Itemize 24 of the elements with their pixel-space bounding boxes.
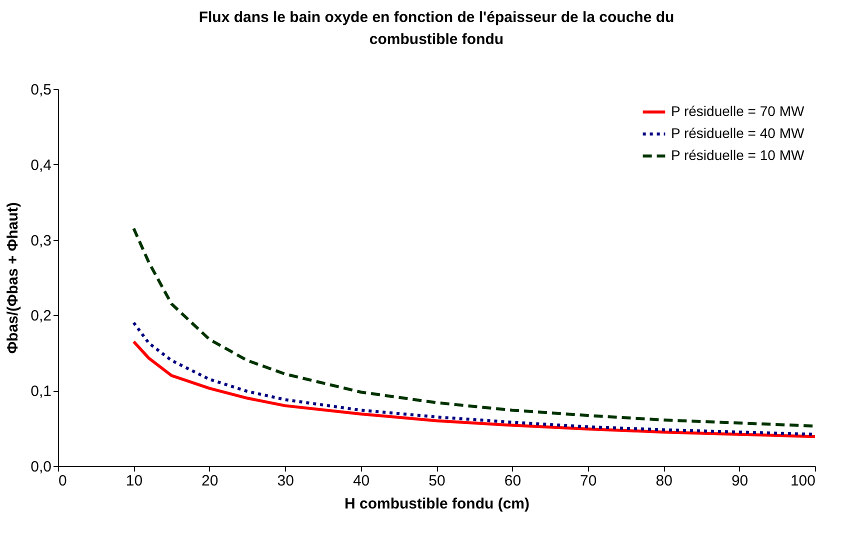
chart-title: Flux dans le bain oxyde en fonction de l'épaisseur de la couche du combustible fondu <box>198 9 674 48</box>
legend-label: P résiduelle = 70 MW <box>671 103 805 119</box>
x-axis-title: H combustible fondu (cm) <box>344 496 530 512</box>
y-tick-label: 0,1 <box>30 383 52 400</box>
y-tick-label: 0,5 <box>30 82 52 98</box>
x-tick-label: 60 <box>504 472 522 490</box>
x-tick-label: 0 <box>58 472 67 490</box>
y-tick-label: 0,4 <box>30 156 52 174</box>
y-tick-label: 0,2 <box>30 308 52 325</box>
y-tick-label: 0,0 <box>30 458 52 476</box>
x-tick-label: 100 <box>790 472 816 490</box>
line-series <box>132 340 816 438</box>
legend-label: P résiduelle = 10 MW <box>671 147 805 163</box>
legend-label: P résiduelle = 40 MW <box>671 125 805 141</box>
x-tick-label: 30 <box>277 472 294 490</box>
y-axis-title: Φbas/(Φbas + Φhaut) <box>4 202 22 354</box>
x-tick-label: 40 <box>352 472 370 490</box>
x-tick-label: 10 <box>126 472 143 490</box>
x-tick-label: 20 <box>202 472 218 490</box>
x-tick-label: 90 <box>731 472 748 490</box>
x-tick-label: 50 <box>428 472 446 490</box>
x-tick-label: 70 <box>580 472 597 490</box>
x-tick-label: 80 <box>656 472 672 490</box>
y-tick-label: 0,3 <box>30 232 52 250</box>
